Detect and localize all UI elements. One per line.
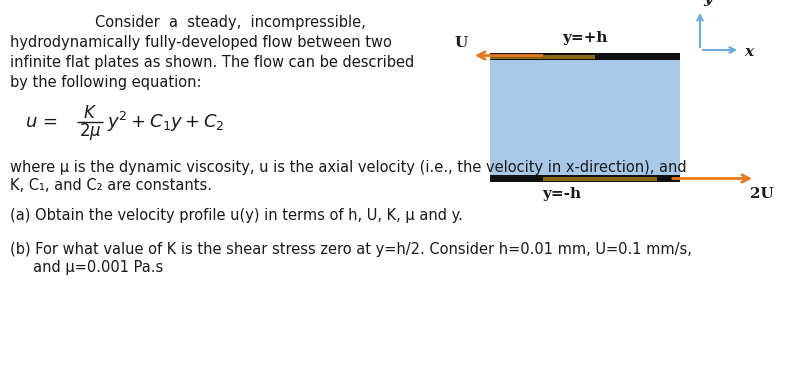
Text: U: U (455, 36, 468, 50)
Text: and μ=0.001 Pa.s: and μ=0.001 Pa.s (10, 260, 163, 275)
Text: (b) For what value of K is the shear stress zero at y=h/2. Consider h=0.01 mm, U: (b) For what value of K is the shear str… (10, 242, 692, 257)
Text: Consider  a  steady,  incompressible,: Consider a steady, incompressible, (94, 15, 365, 30)
Bar (490, 175, 680, 182)
Text: $2\mu$: $2\mu$ (79, 121, 101, 141)
Text: hydrodynamically fully-developed flow between two: hydrodynamically fully-developed flow be… (10, 35, 392, 50)
Bar (490, 55, 594, 59)
Text: y=+h: y=+h (562, 31, 608, 45)
Bar (543, 177, 657, 181)
Bar (490, 60, 680, 175)
Text: x: x (744, 45, 753, 59)
Text: y: y (703, 0, 712, 6)
Text: infinite flat plates as shown. The flow can be described: infinite flat plates as shown. The flow … (10, 55, 414, 70)
Bar (490, 53, 680, 60)
Text: by the following equation:: by the following equation: (10, 75, 201, 90)
Text: $K$: $K$ (83, 104, 97, 121)
Text: where μ is the dynamic viscosity, u is the axial velocity (i.e., the velocity in: where μ is the dynamic viscosity, u is t… (10, 160, 687, 175)
Text: $u\,=\,$: $u\,=\,$ (25, 113, 58, 131)
Text: $y^2+C_1y+C_2$: $y^2+C_1y+C_2$ (107, 110, 225, 134)
Text: 2U: 2U (750, 187, 774, 201)
Text: K, C₁, and C₂ are constants.: K, C₁, and C₂ are constants. (10, 178, 212, 193)
Text: (a) Obtain the velocity profile u(y) in terms of h, U, K, μ and y.: (a) Obtain the velocity profile u(y) in … (10, 208, 463, 223)
Text: y=-h: y=-h (542, 187, 582, 201)
